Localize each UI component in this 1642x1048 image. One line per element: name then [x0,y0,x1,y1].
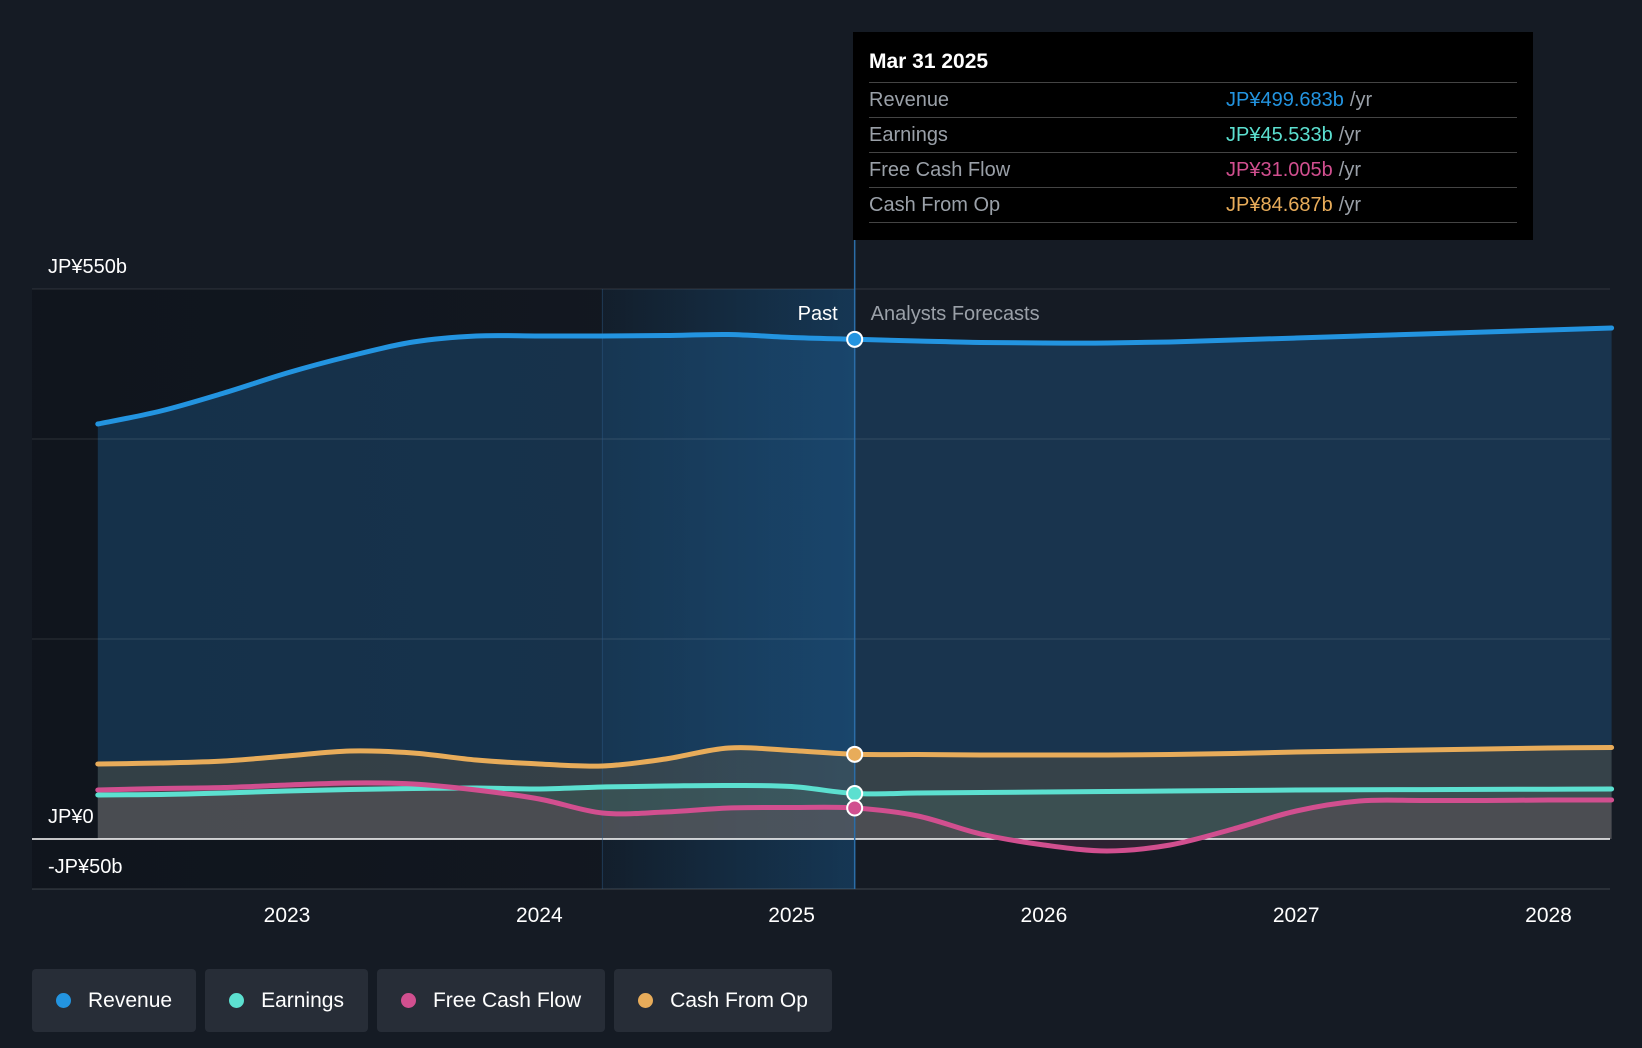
x-axis-tick-label: 2023 [264,904,311,927]
legend-item-cash-from-op[interactable]: Cash From Op [614,969,832,1032]
x-axis-tick-label: 2026 [1021,904,1068,927]
tooltip-row-revenue: Revenue JP¥499.683b /yr [869,83,1517,118]
legend-dot-icon [400,993,416,1008]
tooltip: Mar 31 2025 Revenue JP¥499.683b /yr Earn… [853,32,1533,240]
y-axis-label: JP¥0 [48,806,94,828]
tooltip-value: JP¥499.683b [1226,89,1344,111]
forecast-label: Analysts Forecasts [871,303,1040,325]
tooltip-label: Free Cash Flow [869,159,1011,181]
tooltip-label: Cash From Op [869,194,1001,216]
legend: Revenue Earnings Free Cash Flow Cash Fro… [32,969,832,1032]
legend-label: Free Cash Flow [432,988,582,1012]
y-axis-label: -JP¥50b [48,856,123,878]
cash-from-op-marker [846,745,864,763]
tooltip-value: JP¥31.005b [1226,159,1333,181]
tooltip-row-earnings: Earnings JP¥45.533b /yr [869,118,1517,153]
earnings-marker [846,784,864,802]
y-axis-label: JP¥550b [48,256,127,278]
tooltip-label: Revenue [869,89,950,111]
tooltip-unit: /yr [1338,159,1361,181]
x-axis-tick-label: 2025 [768,904,815,927]
tooltip-unit: /yr [1338,124,1361,146]
tooltip-value: JP¥84.687b [1226,194,1333,216]
tooltip-unit: /yr [1349,89,1373,111]
legend-dot-icon [638,993,654,1008]
tooltip-row-cash-from-op: Cash From Op JP¥84.687b /yr [869,188,1517,223]
legend-item-earnings[interactable]: Earnings [205,969,368,1032]
legend-label: Earnings [261,988,344,1012]
legend-item-revenue[interactable]: Revenue [32,969,197,1032]
legend-item-free-cash-flow[interactable]: Free Cash Flow [376,969,606,1032]
revenue-marker [846,330,864,348]
legend-label: Revenue [88,988,173,1012]
revenue-line [95,325,1615,427]
legend-label: Cash From Op [670,988,808,1012]
x-axis-tick-label: 2024 [516,904,563,927]
tooltip-label: Earnings [869,124,948,146]
tooltip-date: Mar 31 2025 [869,46,1517,83]
tooltip-value: JP¥45.533b [1226,124,1333,146]
past-label: Past [798,303,838,325]
x-axis-tick-label: 2027 [1273,904,1320,927]
tooltip-row-free-cash-flow: Free Cash Flow JP¥31.005b /yr [869,153,1517,188]
legend-dot-icon [56,993,71,1008]
tooltip-unit: /yr [1338,194,1361,216]
legend-dot-icon [229,993,245,1008]
free-cash-flow-marker [846,799,864,817]
x-axis-tick-label: 2028 [1525,904,1572,927]
